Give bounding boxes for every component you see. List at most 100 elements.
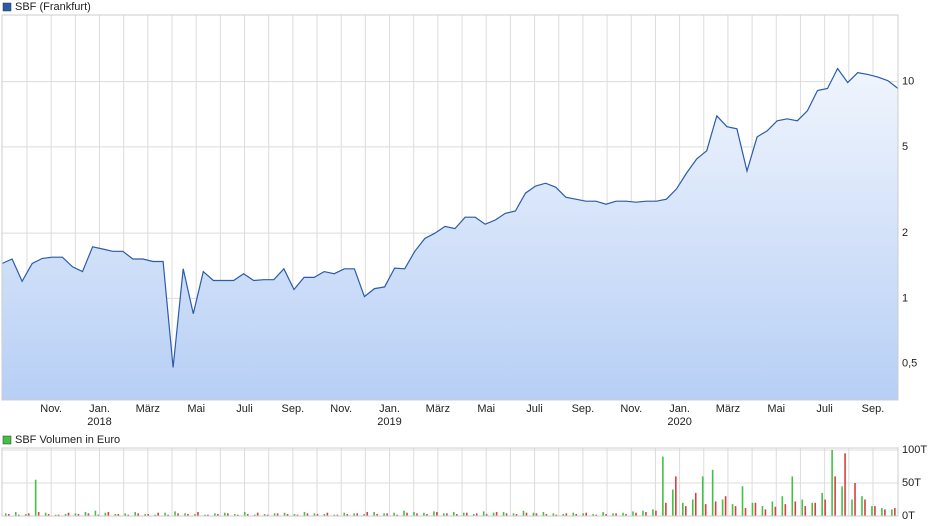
volume-bar: [456, 514, 458, 516]
x-tick-label: Juli: [236, 403, 253, 415]
volume-bar: [754, 502, 757, 516]
x-tick-label: Juli: [526, 403, 543, 415]
volume-bar: [831, 449, 833, 516]
volume-bar: [114, 514, 117, 516]
volume-bar: [17, 514, 20, 516]
y-tick-label: 1: [902, 292, 908, 304]
volume-bar: [77, 514, 80, 516]
x-tick-label: Nov.: [620, 403, 642, 415]
volume-bar: [814, 502, 816, 516]
volume-bar: [615, 513, 617, 516]
x-tick-label: März: [426, 403, 450, 415]
x-tick-label: Nov.: [330, 403, 352, 415]
volume-bar: [197, 512, 199, 516]
volume-bar: [27, 513, 30, 516]
volume-bar: [396, 514, 398, 516]
volume-bar: [323, 514, 326, 516]
volume-bar: [14, 512, 17, 516]
volume-bar: [144, 514, 146, 516]
volume-bar: [612, 513, 614, 516]
volume-bar: [694, 492, 697, 516]
volume-bar: [731, 504, 734, 516]
volume-bar: [605, 514, 607, 516]
x-tick-year: 2019: [377, 416, 401, 428]
volume-bar: [871, 506, 873, 516]
volume-bar: [443, 513, 445, 516]
volume-bar: [37, 512, 40, 516]
volume-bar: [784, 504, 787, 516]
volume-bar: [522, 510, 525, 516]
volume-bar: [662, 456, 664, 516]
volume-bar: [741, 486, 744, 516]
volume-bar: [436, 512, 438, 516]
volume-bar: [227, 513, 229, 516]
volume-bar: [224, 512, 226, 516]
legend-swatch: [2, 2, 12, 12]
volume-bar: [465, 512, 468, 516]
volume-bar: [137, 513, 140, 516]
volume-bar: [253, 514, 256, 516]
volume-bar: [622, 512, 624, 516]
volume-bar: [884, 509, 886, 516]
volume-bar: [147, 514, 149, 516]
volume-bar: [276, 513, 279, 516]
volume-bar: [366, 512, 368, 516]
y-tick-label: 5: [902, 141, 908, 153]
legend-label: SBF Volumen in Euro: [15, 434, 120, 446]
volume-bar: [834, 476, 836, 516]
volume-bar: [423, 512, 425, 516]
volume-bar: [864, 499, 866, 516]
volume-bar: [854, 482, 856, 516]
y-tick-label: 100T: [902, 444, 927, 456]
legend-swatch: [2, 435, 12, 445]
volume-bar: [343, 512, 346, 516]
volume-bar: [187, 514, 189, 516]
volume-bar: [164, 512, 166, 516]
volume-bar: [194, 514, 196, 516]
volume-bar: [575, 514, 578, 516]
volume-bar: [545, 514, 548, 516]
volume-bar: [502, 512, 505, 516]
x-tick-label: Mai: [477, 403, 495, 415]
volume-bar: [681, 502, 684, 516]
volume-bar: [243, 512, 246, 516]
volume-bar: [472, 514, 475, 516]
volume-bar: [47, 514, 50, 516]
volume-bar: [585, 512, 588, 516]
volume-bar: [562, 514, 565, 516]
volume-bar: [482, 511, 485, 516]
volume-bar: [217, 514, 219, 516]
volume-bar: [724, 496, 727, 516]
volume-bar: [154, 514, 156, 516]
volume-bar: [572, 512, 575, 516]
volume-bar: [642, 510, 644, 516]
volume-bar: [684, 506, 687, 516]
volume-bar: [821, 492, 823, 516]
volume-bar: [794, 501, 797, 516]
price-line: [1, 67, 899, 368]
volume-bar: [273, 513, 276, 516]
volume-bar: [462, 512, 465, 516]
volume-bar: [174, 511, 176, 516]
x-tick-label: März: [136, 403, 160, 415]
x-tick-label: März: [716, 403, 740, 415]
volume-bar: [117, 514, 120, 516]
volume-bar: [376, 514, 378, 516]
volume-bar: [711, 469, 714, 516]
volume-bar: [761, 506, 764, 516]
volume-bar: [771, 501, 774, 516]
volume-bar: [505, 513, 508, 516]
volume-bar: [134, 512, 137, 516]
x-tick-label: Nov.: [40, 403, 62, 415]
volume-bar: [346, 514, 349, 516]
volume-bar: [283, 512, 286, 516]
volume-bar: [635, 512, 637, 516]
volume-bar: [256, 512, 259, 516]
volume-bar: [512, 513, 515, 516]
volume-bar: [356, 513, 359, 516]
plot-frame: [1, 447, 899, 517]
volume-bar: [714, 501, 717, 516]
volume-bar: [413, 512, 415, 516]
volume-bar: [552, 513, 555, 516]
